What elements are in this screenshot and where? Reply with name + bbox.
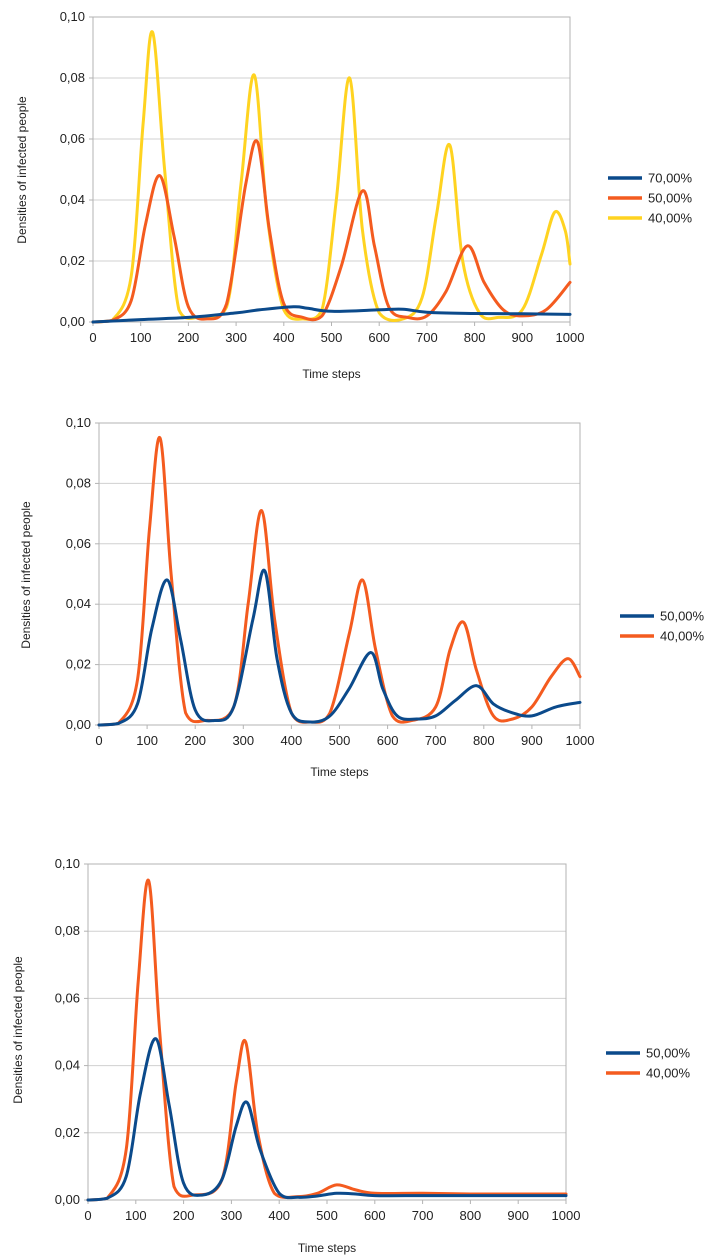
- legend-label: 40,00%: [648, 211, 693, 226]
- chart-middle: 0,00 0,02 0,04 0,06 0,08 0,10 0 100 200 300 400 500…: [0, 405, 712, 795]
- legend-label: 50,00%: [660, 609, 705, 624]
- y-tick-label: 0,08: [66, 475, 91, 490]
- x-tick-label: 0: [89, 330, 96, 345]
- x-tick-label: 500: [321, 330, 343, 345]
- series-line: [86, 878, 568, 1202]
- x-tick-label: 700: [416, 330, 438, 345]
- chart-svg: 0,00 0,02 0,04 0,06 0,08 0,10 0 100 200 300 400 500…: [19, 415, 705, 779]
- x-tick-label: 700: [412, 1208, 434, 1223]
- y-tick-label: 0,10: [60, 9, 85, 24]
- x-tick-label: 700: [425, 733, 447, 748]
- x-tick-label: 1000: [566, 733, 595, 748]
- y-tick-label: 0,04: [55, 1058, 80, 1073]
- x-tick-label: 300: [232, 733, 254, 748]
- y-tick-label: 0,10: [66, 415, 91, 430]
- x-tick-label: 900: [507, 1208, 529, 1223]
- x-tick-label: 300: [225, 330, 247, 345]
- x-tick-label: 200: [173, 1208, 195, 1223]
- chart-svg: 0,00 0,02 0,04 0,06 0,08 0,10 0 100 200 300 400 500…: [15, 9, 693, 381]
- y-axis-label: Densities of infected people: [11, 956, 25, 1104]
- series-line: [91, 30, 572, 324]
- x-tick-label: 800: [473, 733, 495, 748]
- legend-label: 40,00%: [646, 1066, 691, 1081]
- x-axis-label: Time steps: [298, 1241, 356, 1255]
- x-tick-label: 900: [511, 330, 533, 345]
- y-tick-label: 0,10: [55, 856, 80, 871]
- series-line: [97, 568, 582, 727]
- x-tick-label: 500: [316, 1208, 338, 1223]
- y-tick-label: 0,04: [66, 596, 91, 611]
- x-tick-label: 800: [460, 1208, 482, 1223]
- x-tick-label: 300: [221, 1208, 243, 1223]
- x-tick-label: 800: [464, 330, 486, 345]
- y-axis-label: Densities of infected people: [19, 501, 33, 649]
- x-tick-label: 200: [184, 733, 206, 748]
- x-axis-label: Time steps: [310, 765, 368, 779]
- legend-label: 50,00%: [646, 1046, 691, 1061]
- x-tick-label: 100: [125, 1208, 147, 1223]
- x-tick-label: 1000: [552, 1208, 581, 1223]
- series-line: [91, 139, 572, 324]
- y-tick-label: 0,02: [60, 253, 85, 268]
- x-tick-label: 0: [84, 1208, 91, 1223]
- series-line: [91, 305, 572, 324]
- x-tick-label: 400: [281, 733, 303, 748]
- y-tick-label: 0,08: [60, 70, 85, 85]
- y-tick-label: 0,06: [60, 131, 85, 146]
- y-tick-label: 0,00: [66, 717, 91, 732]
- x-tick-label: 400: [268, 1208, 290, 1223]
- y-axis-label: Densities of infected people: [15, 96, 29, 244]
- legend-label: 70,00%: [648, 171, 693, 186]
- x-tick-label: 500: [329, 733, 351, 748]
- y-tick-label: 0,02: [55, 1125, 80, 1140]
- series-line: [97, 436, 582, 727]
- y-tick-label: 0,00: [60, 314, 85, 329]
- chart-bottom: 0,00 0,02 0,04 0,06 0,08 0,10 0 100 200 300 400 500…: [0, 835, 712, 1259]
- y-tick-label: 0,04: [60, 192, 85, 207]
- x-tick-label: 100: [130, 330, 152, 345]
- series-line: [86, 1037, 568, 1202]
- x-tick-label: 600: [364, 1208, 386, 1223]
- x-tick-label: 400: [273, 330, 295, 345]
- y-tick-label: 0,00: [55, 1192, 80, 1207]
- x-tick-label: 200: [178, 330, 200, 345]
- x-tick-label: 100: [136, 733, 158, 748]
- y-tick-label: 0,02: [66, 657, 91, 672]
- chart-top: 0,00 0,02 0,04 0,06 0,08 0,10 0 100 200 300 400 500…: [0, 0, 712, 400]
- legend-label: 40,00%: [660, 629, 705, 644]
- y-tick-label: 0,06: [66, 536, 91, 551]
- plot-frame: [98, 422, 581, 726]
- plot-frame: [92, 16, 571, 323]
- plot-frame: [87, 863, 567, 1201]
- legend-label: 50,00%: [648, 191, 693, 206]
- x-axis-label: Time steps: [302, 367, 360, 381]
- y-tick-label: 0,08: [55, 923, 80, 938]
- x-tick-label: 900: [521, 733, 543, 748]
- x-tick-label: 1000: [556, 330, 585, 345]
- x-tick-label: 600: [377, 733, 399, 748]
- chart-svg: 0,00 0,02 0,04 0,06 0,08 0,10 0 100 200 300 400 500…: [11, 856, 691, 1255]
- x-tick-label: 600: [368, 330, 390, 345]
- x-tick-label: 0: [95, 733, 102, 748]
- y-tick-label: 0,06: [55, 990, 80, 1005]
